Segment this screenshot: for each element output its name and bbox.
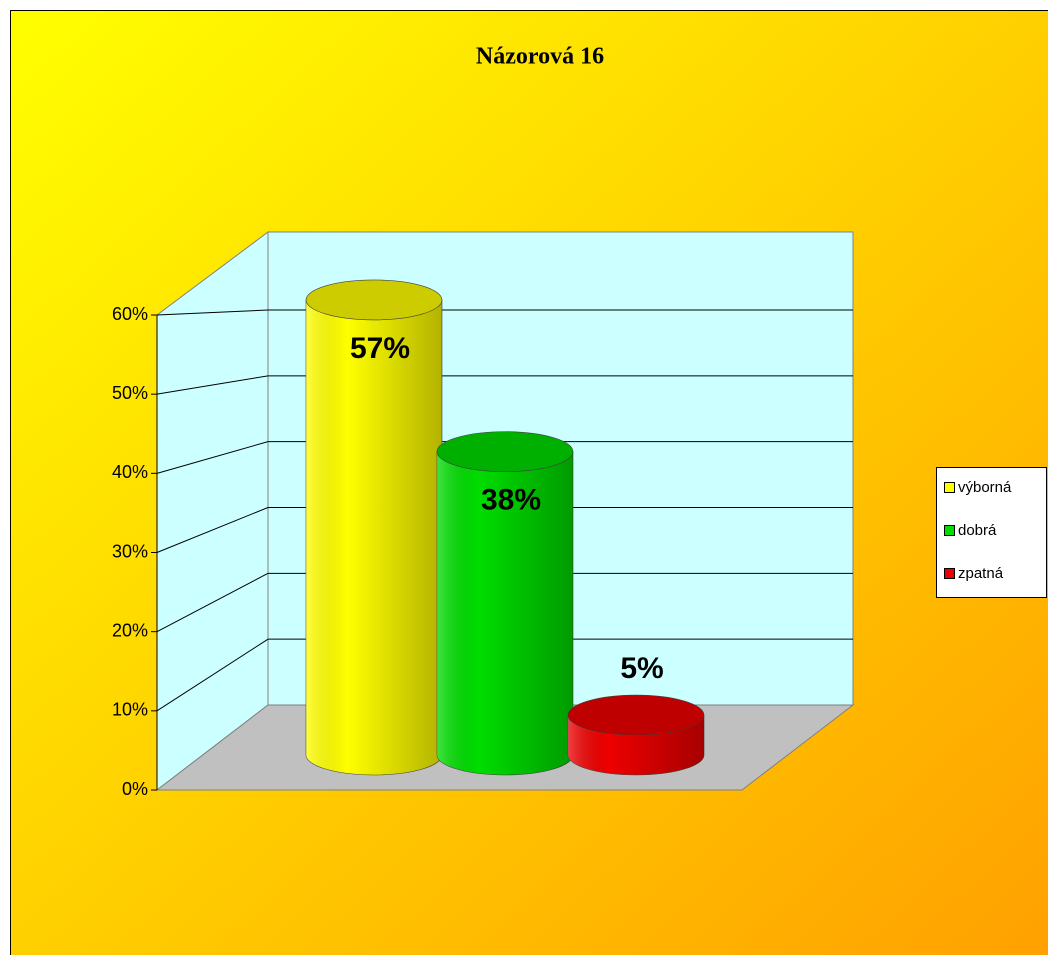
cylinder-top-shade [568,695,704,735]
legend-label: zpatná [958,565,1004,582]
value-label: 57% [350,332,410,365]
legend-swatch [945,569,955,579]
y-tick-label: 30% [112,541,148,561]
y-tick-label: 50% [112,383,148,403]
y-tick-label: 40% [112,462,148,482]
cylinder-top-shade [306,280,442,320]
value-label: 38% [481,484,541,517]
legend-label: výborná [958,479,1012,496]
y-tick-label: 0% [122,779,148,799]
legend-swatch [945,526,955,536]
cylinder-top-shade [437,432,573,472]
y-tick-label: 60% [112,304,148,324]
cylinder-shade [306,300,442,775]
value-label: 5% [620,652,663,685]
side-wall [157,232,268,790]
y-tick-label: 20% [112,620,148,640]
legend-label: dobrá [958,522,997,539]
chart-title: Názorová 16 [476,44,604,70]
legend-swatch [945,483,955,493]
y-tick-label: 10% [112,700,148,720]
